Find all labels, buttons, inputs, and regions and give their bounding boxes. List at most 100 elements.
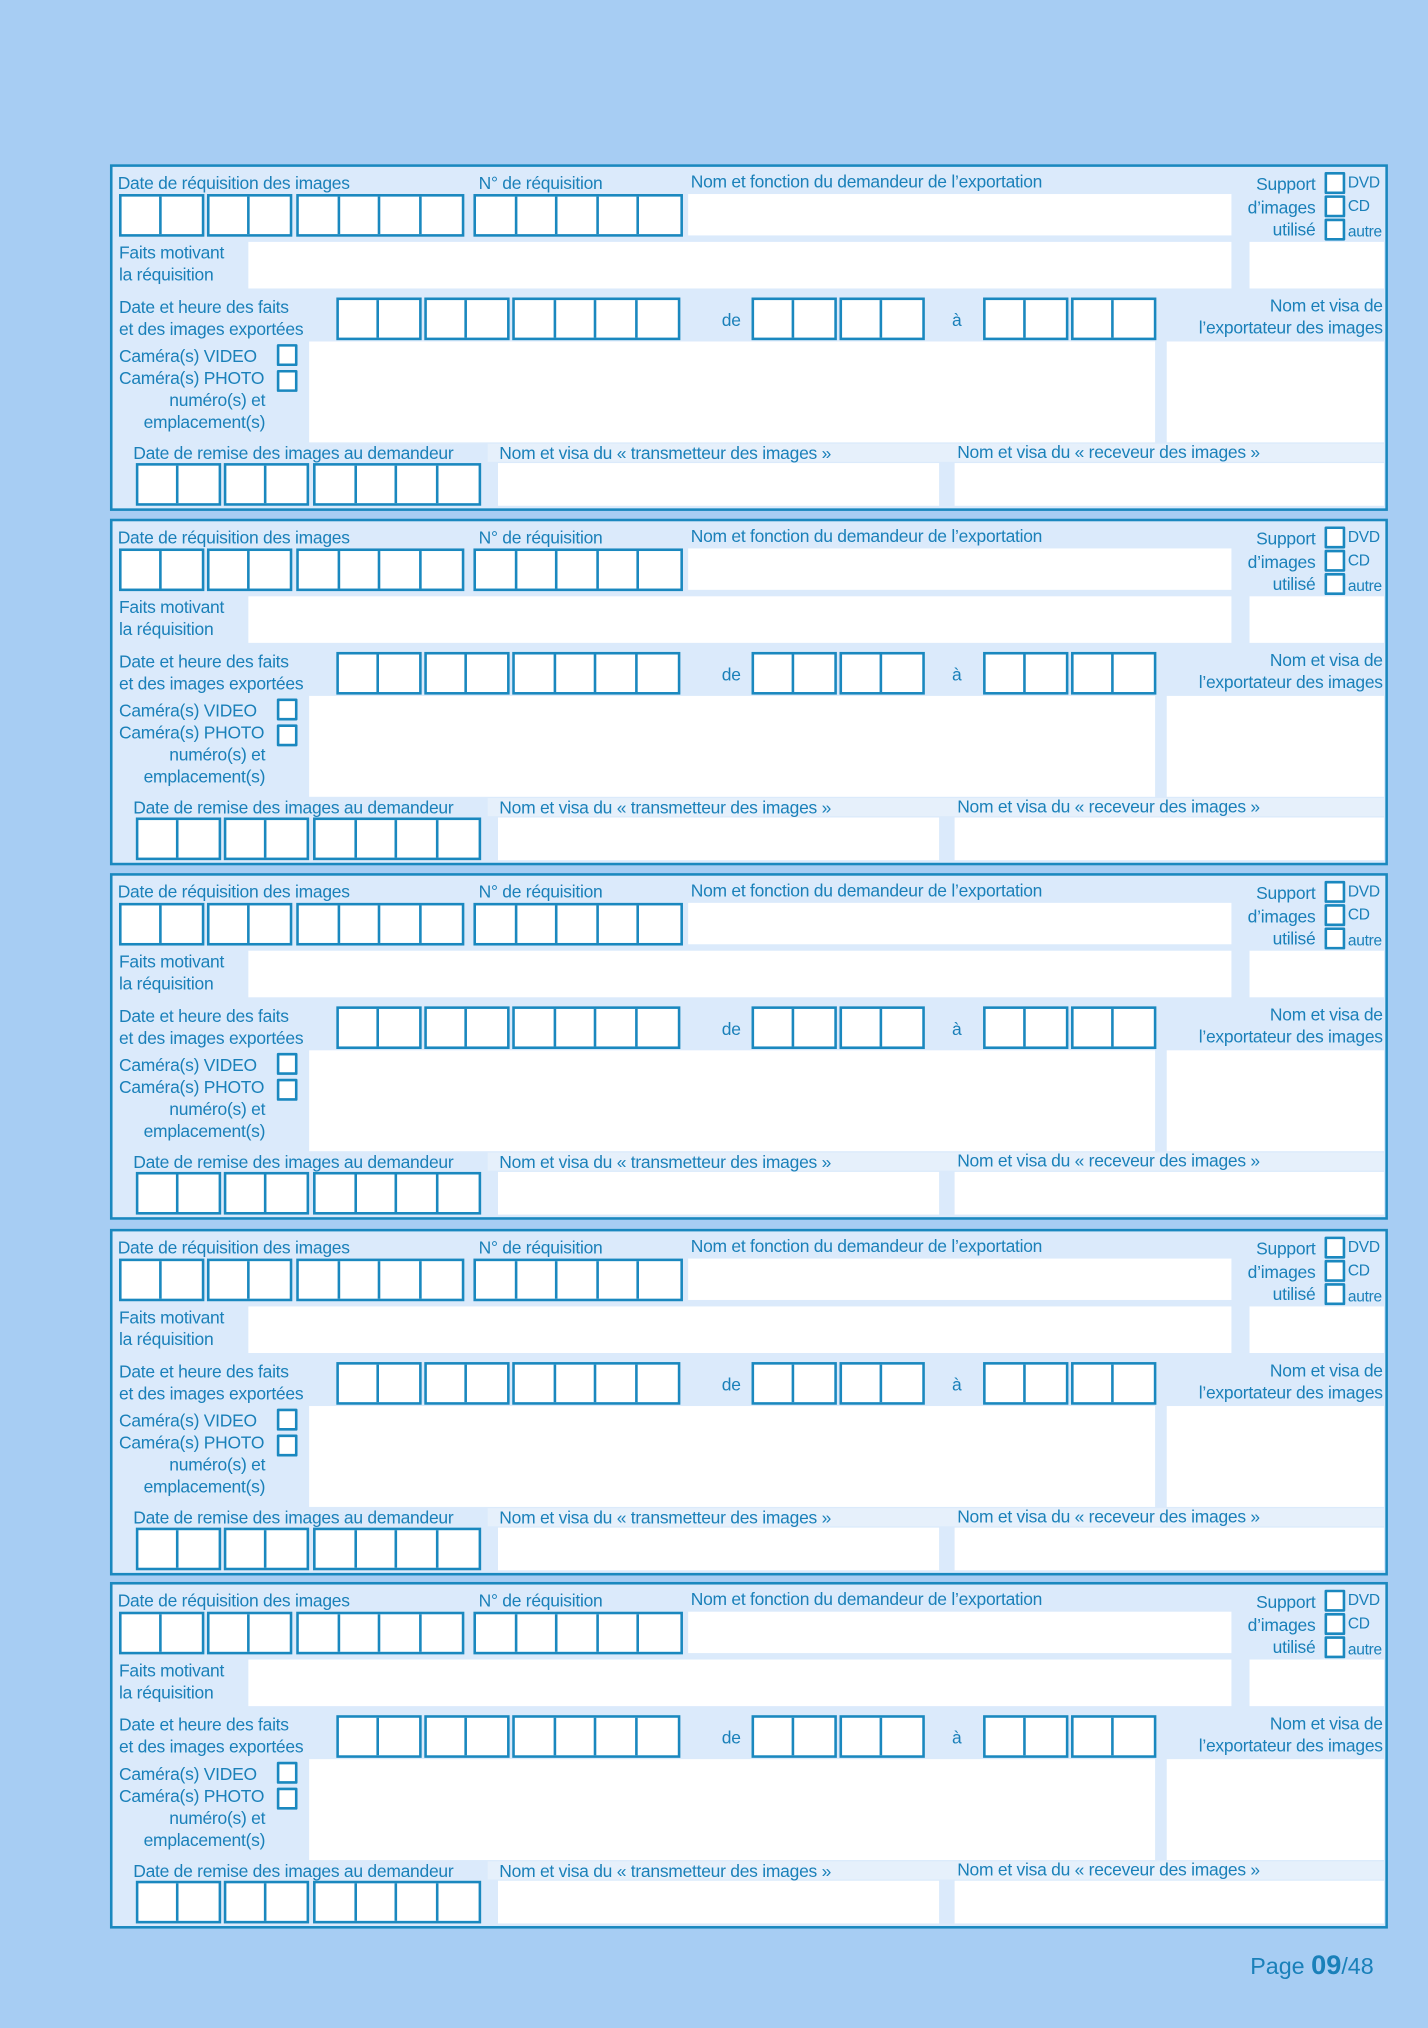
digit-cell[interactable]	[421, 905, 462, 943]
date-requisition-field[interactable]	[206, 1611, 293, 1655]
digit-cell[interactable]	[556, 1008, 597, 1047]
support-other-field[interactable]	[1249, 241, 1385, 289]
demandeur-field[interactable]	[688, 1258, 1232, 1300]
digit-cell[interactable]	[427, 300, 467, 338]
digit-cell[interactable]	[637, 1718, 678, 1756]
digit-cell[interactable]	[122, 905, 162, 943]
camera-video-checkbox[interactable]	[276, 1408, 298, 1431]
cd-checkbox[interactable]	[1324, 1612, 1346, 1635]
date-faits-field[interactable]	[424, 1006, 510, 1050]
camera-video-checkbox[interactable]	[276, 698, 298, 721]
digit-cell[interactable]	[226, 1883, 267, 1921]
digit-cell[interactable]	[380, 1261, 422, 1299]
date-faits-field[interactable]	[336, 1362, 422, 1405]
digit-cell[interactable]	[517, 1614, 558, 1652]
digit-cell[interactable]	[267, 1883, 307, 1921]
heure-fin-field[interactable]	[1071, 1362, 1157, 1405]
date-remise-field[interactable]	[135, 1527, 222, 1571]
digit-cell[interactable]	[1114, 1009, 1154, 1047]
digit-cell[interactable]	[476, 551, 517, 589]
camera-photo-checkbox[interactable]	[276, 369, 298, 392]
support-other-field[interactable]	[1249, 596, 1385, 643]
date-remise-field[interactable]	[313, 463, 482, 506]
digit-cell[interactable]	[210, 196, 250, 235]
cd-checkbox[interactable]	[1324, 1259, 1346, 1282]
digit-cell[interactable]	[299, 1261, 340, 1299]
exportateur-field[interactable]	[1166, 1406, 1385, 1507]
digit-cell[interactable]	[515, 300, 556, 338]
heure-debut-field[interactable]	[839, 651, 925, 695]
digit-cell[interactable]	[842, 654, 883, 693]
digit-cell[interactable]	[1074, 1008, 1114, 1047]
digit-cell[interactable]	[1114, 1365, 1154, 1403]
date-remise-field[interactable]	[223, 817, 310, 861]
digit-cell[interactable]	[1026, 655, 1066, 693]
dvd-checkbox[interactable]	[1324, 1589, 1346, 1612]
digit-cell[interactable]	[438, 1530, 479, 1568]
camera-video-checkbox[interactable]	[276, 1052, 298, 1075]
cd-checkbox[interactable]	[1324, 195, 1346, 218]
heure-debut-field[interactable]	[839, 1006, 925, 1050]
digit-cell[interactable]	[842, 300, 883, 338]
digit-cell[interactable]	[226, 1174, 267, 1213]
date-requisition-field[interactable]	[119, 194, 205, 237]
digit-cell[interactable]	[138, 1174, 179, 1213]
date-requisition-field[interactable]	[206, 548, 293, 592]
digit-cell[interactable]	[1074, 1364, 1114, 1403]
num-requisition-field[interactable]	[473, 548, 683, 592]
digit-cell[interactable]	[794, 1365, 834, 1403]
digit-cell[interactable]	[842, 1364, 883, 1403]
digit-cell[interactable]	[986, 1364, 1026, 1403]
date-remise-field[interactable]	[223, 1527, 310, 1571]
autre-checkbox[interactable]	[1324, 1283, 1346, 1306]
faits-field[interactable]	[248, 1659, 1232, 1707]
digit-cell[interactable]	[515, 1008, 556, 1047]
camera-video-checkbox[interactable]	[276, 344, 298, 367]
camera-photo-checkbox[interactable]	[276, 1787, 298, 1810]
cameras-field[interactable]	[309, 341, 1156, 443]
digit-cell[interactable]	[179, 1883, 219, 1921]
date-requisition-field[interactable]	[296, 1611, 465, 1655]
digit-cell[interactable]	[986, 1717, 1026, 1756]
digit-cell[interactable]	[340, 551, 381, 589]
digit-cell[interactable]	[556, 1717, 597, 1756]
digit-cell[interactable]	[476, 1614, 517, 1652]
digit-cell[interactable]	[380, 551, 422, 589]
digit-cell[interactable]	[517, 196, 558, 235]
support-other-field[interactable]	[1249, 950, 1385, 998]
digit-cell[interactable]	[380, 196, 422, 235]
digit-cell[interactable]	[467, 655, 507, 693]
digit-cell[interactable]	[438, 466, 479, 504]
digit-cell[interactable]	[138, 820, 179, 858]
digit-cell[interactable]	[794, 300, 834, 338]
digit-cell[interactable]	[138, 465, 179, 504]
digit-cell[interactable]	[380, 1614, 422, 1652]
num-requisition-field[interactable]	[473, 1258, 683, 1302]
digit-cell[interactable]	[467, 1009, 507, 1047]
date-requisition-field[interactable]	[296, 1258, 465, 1302]
date-remise-field[interactable]	[223, 463, 310, 506]
support-other-field[interactable]	[1249, 1306, 1385, 1354]
digit-cell[interactable]	[339, 1008, 380, 1047]
digit-cell[interactable]	[379, 1718, 419, 1756]
heure-fin-field[interactable]	[1071, 297, 1157, 341]
digit-cell[interactable]	[316, 1530, 357, 1568]
digit-cell[interactable]	[340, 905, 381, 943]
transmetteur-field[interactable]	[497, 817, 940, 861]
date-remise-field[interactable]	[313, 817, 482, 861]
heure-fin-field[interactable]	[983, 1362, 1069, 1405]
date-faits-field[interactable]	[512, 1715, 681, 1758]
digit-cell[interactable]	[599, 905, 640, 943]
digit-cell[interactable]	[754, 1717, 795, 1756]
date-remise-field[interactable]	[223, 1171, 310, 1215]
camera-photo-checkbox[interactable]	[276, 1434, 298, 1457]
receveur-field[interactable]	[954, 1527, 1385, 1571]
camera-photo-checkbox[interactable]	[276, 724, 298, 747]
digit-cell[interactable]	[558, 196, 599, 235]
heure-fin-field[interactable]	[983, 1006, 1069, 1050]
heure-debut-field[interactable]	[839, 297, 925, 341]
digit-cell[interactable]	[515, 1364, 556, 1403]
date-faits-field[interactable]	[336, 1006, 422, 1050]
digit-cell[interactable]	[122, 551, 162, 589]
digit-cell[interactable]	[640, 1614, 681, 1652]
